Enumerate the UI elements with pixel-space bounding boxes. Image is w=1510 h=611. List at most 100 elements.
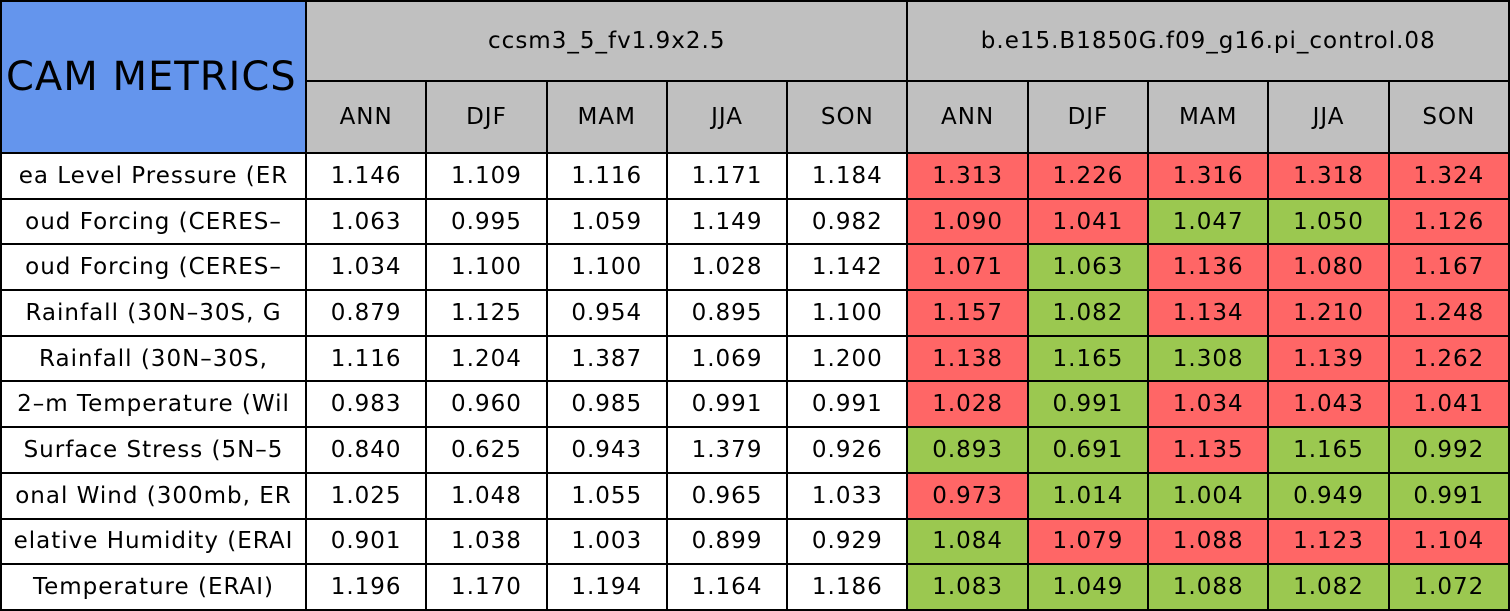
value-cell: 0.879: [304, 289, 428, 337]
value-cell: 1.069: [665, 334, 789, 383]
value-cell: 1.142: [786, 243, 909, 292]
value-cell: 0.926: [786, 426, 909, 474]
table-row: oud Forcing (CERES– 1.034 1.100 1.100 1.028 1…: [0, 243, 1510, 292]
value-cell: 1.387: [545, 334, 668, 383]
row-label: Rainfall (30N–30S,: [0, 334, 307, 383]
row-label: Surface Stress (5N–5: [0, 426, 307, 474]
value-cell: 1.125: [425, 289, 548, 337]
season-header: DJF: [425, 80, 548, 154]
table-row: elative Humidity (ERAI 0.901 1.038 1.003 0.8…: [0, 517, 1510, 566]
value-cell: 1.090: [906, 197, 1029, 246]
value-cell: 0.965: [665, 471, 789, 520]
value-cell: 1.186: [786, 563, 909, 611]
value-cell: 1.055: [545, 471, 668, 520]
value-cell: 1.034: [1147, 380, 1270, 429]
value-cell: 1.123: [1267, 517, 1390, 566]
value-cell: 0.982: [786, 197, 909, 246]
season-header: DJF: [1026, 80, 1150, 154]
value-cell: 1.146: [304, 152, 428, 200]
value-cell: 1.196: [304, 563, 428, 611]
value-cell: 1.063: [1026, 243, 1150, 292]
value-cell: 1.072: [1387, 563, 1510, 611]
value-cell: 0.954: [545, 289, 668, 337]
value-cell: 0.625: [425, 426, 548, 474]
value-cell: 1.104: [1387, 517, 1510, 566]
value-cell: 1.379: [665, 426, 789, 474]
value-cell: 0.895: [665, 289, 789, 337]
row-label: oud Forcing (CERES–: [0, 197, 307, 246]
value-cell: 1.014: [1026, 471, 1150, 520]
value-cell: 1.083: [906, 563, 1029, 611]
value-cell: 1.126: [1387, 197, 1510, 246]
value-cell: 1.194: [545, 563, 668, 611]
value-cell: 1.200: [786, 334, 909, 383]
value-cell: 1.100: [786, 289, 909, 337]
model-row: CAM METRICS ccsm3_5_fv1.9x2.5 b.e15.B185…: [0, 0, 1510, 154]
value-cell: 1.048: [425, 471, 548, 520]
value-cell: 1.082: [1026, 289, 1150, 337]
value-cell: 1.100: [425, 243, 548, 292]
value-cell: 1.248: [1387, 289, 1510, 337]
value-cell: 1.043: [1267, 380, 1390, 429]
table-row: Temperature (ERAI) 1.196 1.170 1.194 1.164 1.…: [0, 563, 1510, 611]
value-cell: 1.003: [545, 517, 668, 566]
value-cell: 0.929: [786, 517, 909, 566]
value-cell: 1.170: [425, 563, 548, 611]
value-cell: 0.973: [906, 471, 1029, 520]
value-cell: 0.901: [304, 517, 428, 566]
table-body: ea Level Pressure (ER 1.146 1.109 1.116 1.17…: [0, 152, 1510, 611]
value-cell: 1.116: [304, 334, 428, 383]
value-cell: 1.184: [786, 152, 909, 200]
value-cell: 1.088: [1147, 517, 1270, 566]
value-cell: 0.991: [1387, 471, 1510, 520]
value-cell: 0.943: [545, 426, 668, 474]
table-row: oud Forcing (CERES– 1.063 0.995 1.059 1.149 0…: [0, 197, 1510, 246]
row-label: oud Forcing (CERES–: [0, 243, 307, 292]
season-header: JJA: [1267, 80, 1390, 154]
table-row: onal Wind (300mb, ER 1.025 1.048 1.055 0.965…: [0, 471, 1510, 520]
value-cell: 0.949: [1267, 471, 1390, 520]
value-cell: 1.165: [1267, 426, 1390, 474]
table-title: CAM METRICS: [0, 0, 307, 154]
value-cell: 1.164: [665, 563, 789, 611]
value-cell: 1.047: [1147, 197, 1270, 246]
value-cell: 1.028: [665, 243, 789, 292]
value-cell: 0.960: [425, 380, 548, 429]
value-cell: 1.004: [1147, 471, 1270, 520]
season-header: MAM: [1147, 80, 1270, 154]
value-cell: 1.139: [1267, 334, 1390, 383]
model-header: b.e15.B1850G.f09_g16.pi_control.08: [906, 0, 1510, 82]
value-cell: 1.084: [906, 517, 1029, 566]
value-cell: 1.050: [1267, 197, 1390, 246]
row-label: ea Level Pressure (ER: [0, 152, 307, 200]
row-label: 2–m Temperature (Wil: [0, 380, 307, 429]
value-cell: 1.157: [906, 289, 1029, 337]
season-header: SON: [1387, 80, 1510, 154]
value-cell: 1.049: [1026, 563, 1150, 611]
season-header: JJA: [665, 80, 789, 154]
row-label: elative Humidity (ERAI: [0, 517, 307, 566]
value-cell: 0.840: [304, 426, 428, 474]
row-label: onal Wind (300mb, ER: [0, 471, 307, 520]
value-cell: 1.079: [1026, 517, 1150, 566]
value-cell: 1.025: [304, 471, 428, 520]
value-cell: 0.995: [425, 197, 548, 246]
value-cell: 1.135: [1147, 426, 1270, 474]
value-cell: 1.204: [425, 334, 548, 383]
season-header: MAM: [545, 80, 668, 154]
season-header: SON: [786, 80, 909, 154]
value-cell: 1.071: [906, 243, 1029, 292]
row-label: Temperature (ERAI): [0, 563, 307, 611]
value-cell: 1.109: [425, 152, 548, 200]
table-row: Rainfall (30N–30S, 1.116 1.204 1.387 1.069 1.…: [0, 334, 1510, 383]
value-cell: 1.041: [1387, 380, 1510, 429]
value-cell: 1.134: [1147, 289, 1270, 337]
value-cell: 0.893: [906, 426, 1029, 474]
value-cell: 1.308: [1147, 334, 1270, 383]
value-cell: 1.116: [545, 152, 668, 200]
table-row: Surface Stress (5N–5 0.840 0.625 0.943 1.379…: [0, 426, 1510, 474]
value-cell: 1.082: [1267, 563, 1390, 611]
value-cell: 1.088: [1147, 563, 1270, 611]
value-cell: 1.100: [545, 243, 668, 292]
